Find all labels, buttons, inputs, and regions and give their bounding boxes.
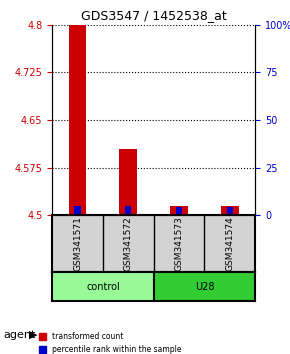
Bar	[221, 206, 239, 215]
Text: agent: agent	[3, 330, 35, 339]
Bar	[125, 206, 131, 215]
Text: control: control	[86, 282, 120, 292]
Bar	[52, 272, 154, 301]
Text: GSM341571: GSM341571	[73, 216, 82, 271]
Bar	[170, 206, 188, 215]
Text: U28: U28	[195, 282, 214, 292]
Bar	[119, 149, 137, 215]
Bar	[69, 25, 86, 215]
Bar	[176, 207, 182, 215]
Bar	[227, 207, 233, 215]
Text: GSM341573: GSM341573	[175, 216, 184, 271]
Text: GSM341572: GSM341572	[124, 216, 133, 271]
Bar	[75, 206, 81, 215]
Bar	[154, 272, 255, 301]
Text: GSM341574: GSM341574	[225, 216, 234, 271]
Legend: transformed count, percentile rank within the sample: transformed count, percentile rank withi…	[39, 332, 182, 354]
Title: GDS3547 / 1452538_at: GDS3547 / 1452538_at	[81, 9, 226, 22]
Text: ▶: ▶	[29, 330, 37, 339]
